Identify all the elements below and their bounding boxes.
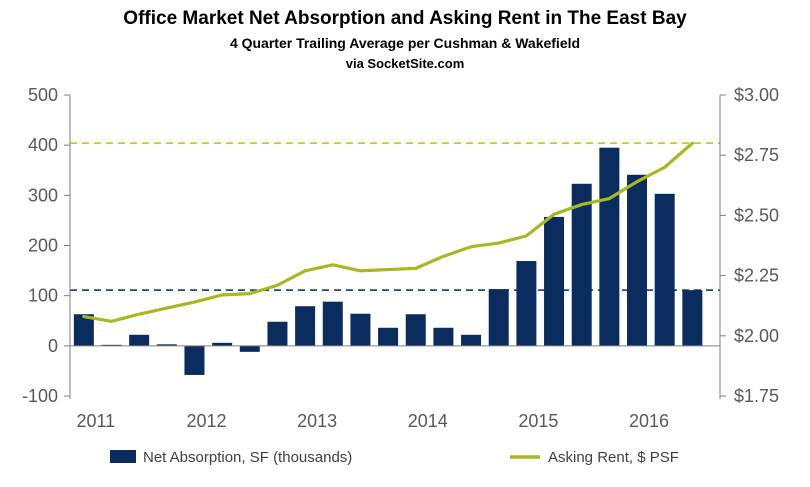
bar bbox=[599, 147, 620, 346]
bar bbox=[488, 289, 509, 346]
bar bbox=[73, 314, 94, 346]
chart-title: Office Market Net Absorption and Asking … bbox=[123, 8, 687, 29]
right-tick-label: $2.25 bbox=[734, 266, 779, 286]
bar bbox=[239, 345, 260, 352]
chart-subtitle: 4 Quarter Trailing Average per Cushman &… bbox=[229, 35, 581, 51]
bar bbox=[101, 344, 122, 346]
line-series bbox=[82, 141, 694, 323]
left-tick-label: 0 bbox=[48, 336, 58, 356]
right-tick-label: $2.50 bbox=[734, 205, 779, 225]
bar-series bbox=[73, 147, 703, 375]
x-tick-label: 2012 bbox=[186, 411, 226, 431]
right-tick-label: $3.00 bbox=[734, 85, 779, 105]
left-tick-label: 100 bbox=[28, 286, 58, 306]
bar bbox=[544, 216, 565, 346]
bar bbox=[156, 344, 177, 346]
x-tick-label: 2016 bbox=[629, 411, 669, 431]
bar bbox=[405, 314, 426, 346]
x-tick-label: 2015 bbox=[518, 411, 558, 431]
bar bbox=[682, 290, 703, 346]
legend: Net Absorption, SF (thousands) Asking Ren… bbox=[110, 449, 679, 466]
chart-source: via SocketSite.com bbox=[345, 56, 465, 71]
left-tick-label: 200 bbox=[28, 236, 58, 256]
bar bbox=[295, 306, 316, 346]
x-tick-label: 2013 bbox=[297, 411, 337, 431]
bar bbox=[129, 334, 150, 346]
bar bbox=[433, 327, 454, 346]
bar bbox=[627, 174, 648, 346]
right-tick-label: $1.75 bbox=[734, 386, 779, 406]
bar bbox=[350, 313, 371, 346]
legend-label-bars: Net Absorption, SF (thousands) bbox=[143, 449, 352, 466]
bar bbox=[212, 342, 233, 346]
bar bbox=[267, 321, 288, 346]
right-tick-label: $2.00 bbox=[734, 326, 779, 346]
legend-label-line: Asking Rent, $ PSF bbox=[548, 449, 679, 466]
bar bbox=[322, 301, 343, 346]
bar bbox=[571, 183, 592, 346]
bar bbox=[461, 334, 482, 346]
left-tick-label: -100 bbox=[22, 386, 58, 406]
left-tick-label: 500 bbox=[28, 85, 58, 105]
right-tick-label: $2.75 bbox=[734, 145, 779, 165]
bar bbox=[378, 327, 399, 346]
bar bbox=[184, 345, 205, 375]
x-tick-label: 2011 bbox=[76, 411, 115, 431]
legend-swatch-bars bbox=[110, 450, 136, 463]
left-tick-label: 300 bbox=[28, 185, 58, 205]
axes: -100 0 100 200 300 400 500 $1.75 $2.00 $2.25 $2.50… bbox=[22, 85, 779, 431]
x-tick-label: 2014 bbox=[408, 411, 448, 431]
bar bbox=[516, 261, 537, 346]
asking-rent-line bbox=[82, 141, 694, 323]
bar bbox=[654, 193, 675, 346]
left-tick-label: 400 bbox=[28, 135, 58, 155]
